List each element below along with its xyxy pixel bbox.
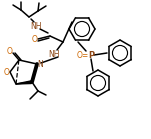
Text: O: O [32, 34, 38, 44]
Text: O: O [7, 47, 13, 55]
Text: N: N [37, 59, 43, 69]
Polygon shape [16, 80, 33, 84]
Text: NH: NH [48, 49, 60, 59]
Text: O=: O= [77, 50, 89, 59]
Text: NH: NH [30, 22, 42, 30]
Text: O: O [4, 68, 10, 76]
Text: P: P [88, 50, 94, 59]
